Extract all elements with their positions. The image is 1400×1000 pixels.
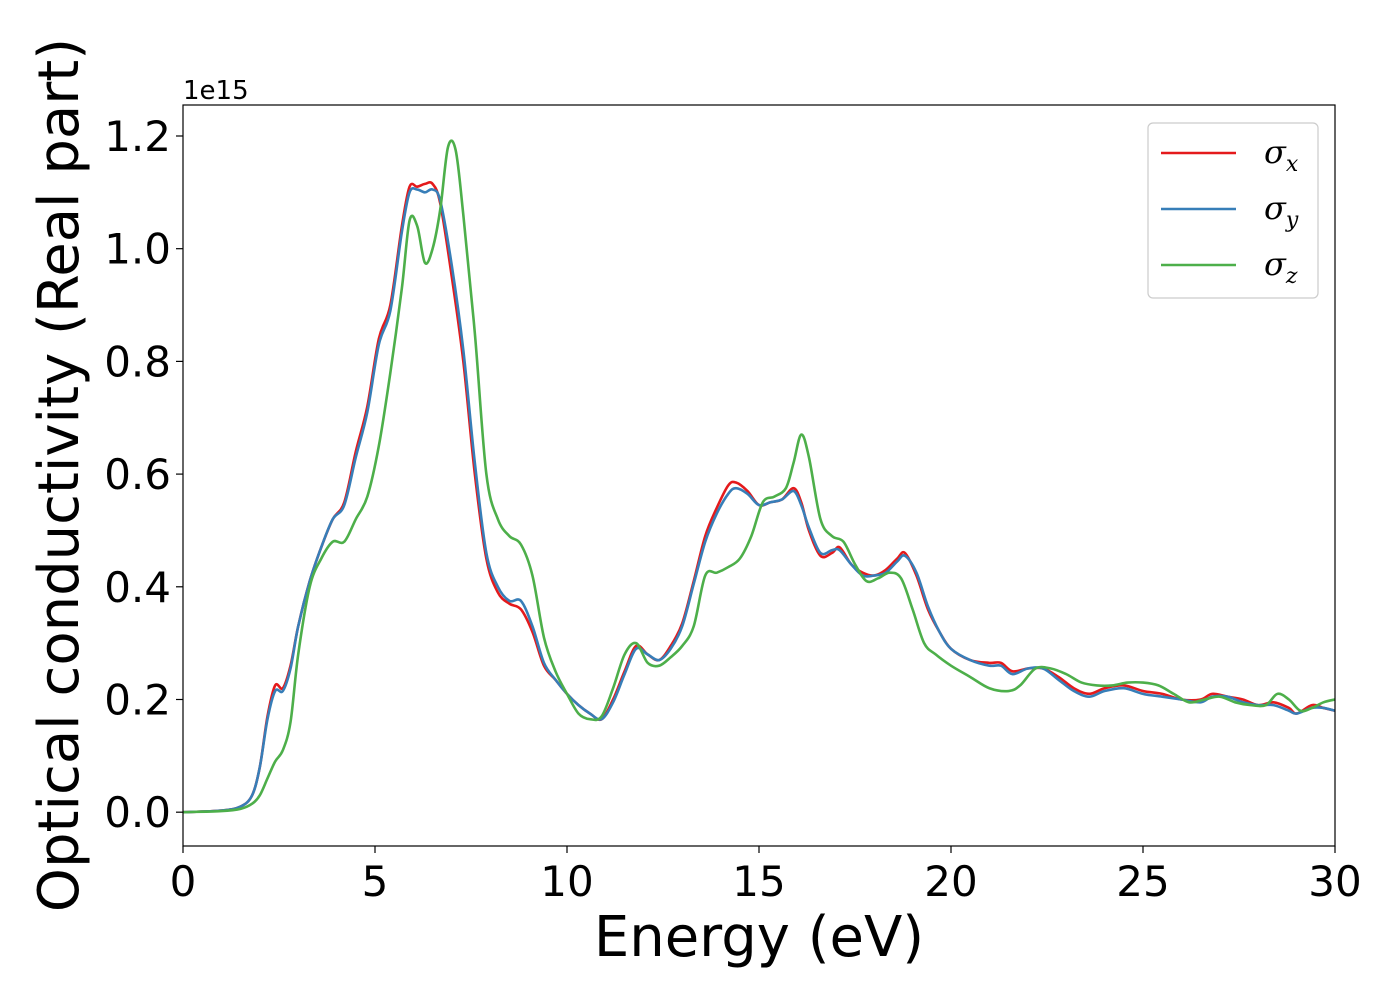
legend-label-z: σz xyxy=(1264,245,1298,289)
legend: σx σy σz xyxy=(1147,122,1319,299)
legend-box xyxy=(1147,122,1319,299)
y-tick-label: 0.2 xyxy=(104,675,171,724)
y-tick-label: 0.6 xyxy=(104,450,171,499)
y-tick-label: 0.0 xyxy=(104,788,171,837)
y-tick-label: 0.4 xyxy=(104,563,171,612)
legend-label-x: σx xyxy=(1264,133,1299,177)
x-tick-label: 20 xyxy=(924,857,977,906)
y-offset-label: 1e15 xyxy=(183,76,249,106)
y-axis-title: Optical conductivity (Real part) xyxy=(27,38,92,912)
x-tick-label: 0 xyxy=(170,857,197,906)
x-tick-label: 10 xyxy=(540,857,593,906)
series-line-y xyxy=(183,186,1335,814)
y-tick-label: 1.0 xyxy=(104,225,171,274)
series-line-z xyxy=(183,139,1335,814)
x-tick-label: 15 xyxy=(732,857,785,906)
x-tick-label: 25 xyxy=(1116,857,1169,906)
y-tick-label: 1.2 xyxy=(104,112,171,161)
series-lines xyxy=(183,139,1335,814)
x-axis-title: Energy (eV) xyxy=(594,905,924,970)
y-tick-label: 0.8 xyxy=(104,337,171,386)
x-tick-label: 5 xyxy=(362,857,389,906)
legend-label-y: σy xyxy=(1264,189,1299,233)
x-tick-label: 30 xyxy=(1308,857,1361,906)
axis-ticks: 0 5 10 15 20 25 30 0.0 0.2 0.4 0.6 0.8 1.0 1.2 xyxy=(104,112,1362,906)
